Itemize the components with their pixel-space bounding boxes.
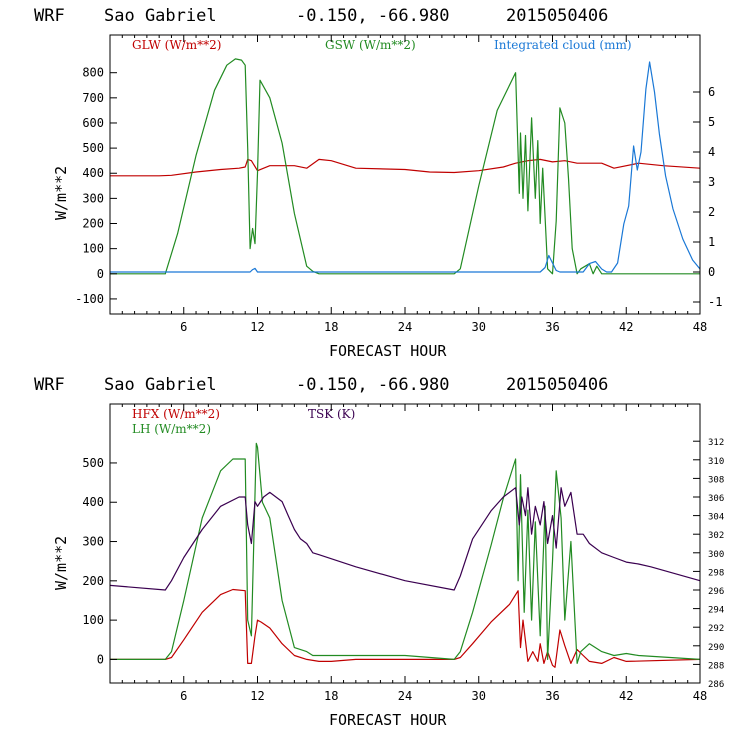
bottom-y2-tick-label: 294 [708, 606, 724, 616]
bottom-y-tick-label: 200 [82, 574, 104, 588]
top-y2-tick-label: 5 [708, 115, 715, 129]
bottom-xlabel: FORECAST HOUR [329, 711, 447, 729]
bottom-x-tick-label: 42 [619, 689, 633, 703]
bottom-x-tick-label: 24 [398, 689, 412, 703]
top-series-group [110, 58, 701, 275]
bottom-y2-tick-label: 298 [708, 568, 724, 578]
bottom-ylabel: W/m**2 [52, 536, 70, 590]
bottom-axes: 6 12 18 24 30 36 42 48 0 100 200 300 400 500 286 288 290… [82, 404, 724, 703]
top-y-tick-label: 200 [82, 217, 104, 231]
bottom-y-tick-label: 0 [97, 652, 104, 666]
top-x-tick-label: 30 [472, 320, 486, 334]
top-y-tick-label: 300 [82, 191, 104, 205]
top-series-integrated [110, 61, 701, 273]
bottom-series-lh [110, 442, 701, 665]
top-header-coords: -0.150, -66.980 [296, 6, 450, 26]
bottom-x-tick-label: 12 [250, 689, 264, 703]
bottom-series-tsk [109, 487, 701, 591]
bottom-y2-tick-label: 306 [708, 494, 724, 504]
top-y-tick-label: 0 [97, 267, 104, 281]
bottom-header-model: WRF [34, 375, 65, 395]
top-x-tick-label: 18 [324, 320, 338, 334]
top-y-tick-label: 100 [82, 242, 104, 256]
top-x-tick-label: 24 [398, 320, 412, 334]
top-axes: 6 12 18 24 30 36 42 48-100010020030040050060070… [75, 35, 722, 334]
top-xlabel: FORECAST HOUR [329, 342, 447, 360]
top-x-tick-label: 12 [250, 320, 264, 334]
top-ylabel: W/m**2 [52, 166, 70, 220]
bottom-y2-tick-label: 296 [708, 587, 724, 597]
top-y2-tick-label: 6 [708, 85, 715, 99]
bottom-x-tick-label: 6 [180, 689, 187, 703]
bottom-y2-tick-label: 292 [708, 624, 724, 634]
bottom-header-coords: -0.150, -66.980 [296, 375, 450, 395]
top-plot-frame [109, 34, 701, 315]
bottom-legend: HFX (W/m**2) LH (W/m**2) TSK (K) [132, 407, 355, 436]
top-series-gsw [110, 58, 700, 275]
bottom-header-date: 2015050406 [506, 375, 608, 395]
top-x-tick-label: 48 [693, 320, 707, 334]
bottom-x-tick-label: 36 [545, 689, 559, 703]
top-header-model: WRF [34, 6, 65, 26]
bottom-legend-lh: LH (W/m**2) [132, 422, 211, 436]
top-y-tick-label: 700 [82, 91, 104, 105]
top-y2-tick-label: 2 [708, 205, 715, 219]
top-y-tick-label: -100 [75, 292, 104, 306]
top-panel: WRF Sao Gabriel -0.150, -66.980 20150504… [34, 6, 722, 360]
top-legend-glw: GLW (W/m**2) [132, 38, 221, 52]
top-x-tick-label: 36 [545, 320, 559, 334]
bottom-y2-tick-label: 290 [708, 643, 724, 653]
bottom-legend-hfx: HFX (W/m**2) [132, 407, 220, 421]
top-y-tick-label: 800 [82, 66, 104, 80]
bottom-y-tick-label: 500 [82, 456, 104, 470]
top-header-station: Sao Gabriel [104, 6, 217, 26]
top-y2-tick-label: 0 [708, 265, 715, 279]
bottom-series-group [109, 442, 701, 668]
bottom-y2-tick-label: 302 [708, 531, 724, 541]
bottom-y-tick-label: 300 [82, 535, 104, 549]
bottom-x-tick-label: 18 [324, 689, 338, 703]
bottom-y2-tick-label: 286 [708, 680, 724, 690]
top-y-tick-label: 500 [82, 141, 104, 155]
bottom-x-tick-label: 48 [693, 689, 707, 703]
top-legend: GLW (W/m**2) GSW (W/m**2) Integrated clo… [132, 38, 632, 52]
bottom-series-hfx [110, 588, 701, 668]
top-y2-tick-label: 3 [708, 175, 715, 189]
bottom-y2-tick-label: 300 [708, 550, 724, 560]
bottom-x-tick-label: 30 [472, 689, 486, 703]
bottom-y-tick-label: 400 [82, 495, 104, 509]
top-y-tick-label: 400 [82, 166, 104, 180]
bottom-y2-tick-label: 288 [708, 661, 724, 671]
top-x-tick-label: 42 [619, 320, 633, 334]
top-y2-tick-label: 4 [708, 145, 715, 159]
bottom-y2-tick-label: 312 [708, 438, 724, 448]
top-legend-cloud: Integrated cloud (mm) [494, 38, 632, 52]
top-header-date: 2015050406 [506, 6, 608, 26]
top-series-glw [110, 158, 701, 177]
bottom-legend-tsk: TSK (K) [308, 407, 355, 421]
top-y-tick-label: 600 [82, 116, 104, 130]
top-x-tick-label: 6 [180, 320, 187, 334]
top-legend-gsw: GSW (W/m**2) [325, 38, 416, 52]
top-y2-tick-label: 1 [708, 235, 715, 249]
bottom-y2-tick-label: 310 [708, 457, 724, 467]
bottom-panel: WRF Sao Gabriel -0.150, -66.980 20150504… [34, 375, 724, 729]
bottom-y-tick-label: 100 [82, 613, 104, 627]
bottom-plot-frame [109, 403, 701, 684]
bottom-header-station: Sao Gabriel [104, 375, 217, 395]
bottom-y2-tick-label: 308 [708, 475, 724, 485]
bottom-y2-tick-label: 304 [708, 513, 724, 523]
top-y2-tick-label: -1 [708, 295, 722, 309]
